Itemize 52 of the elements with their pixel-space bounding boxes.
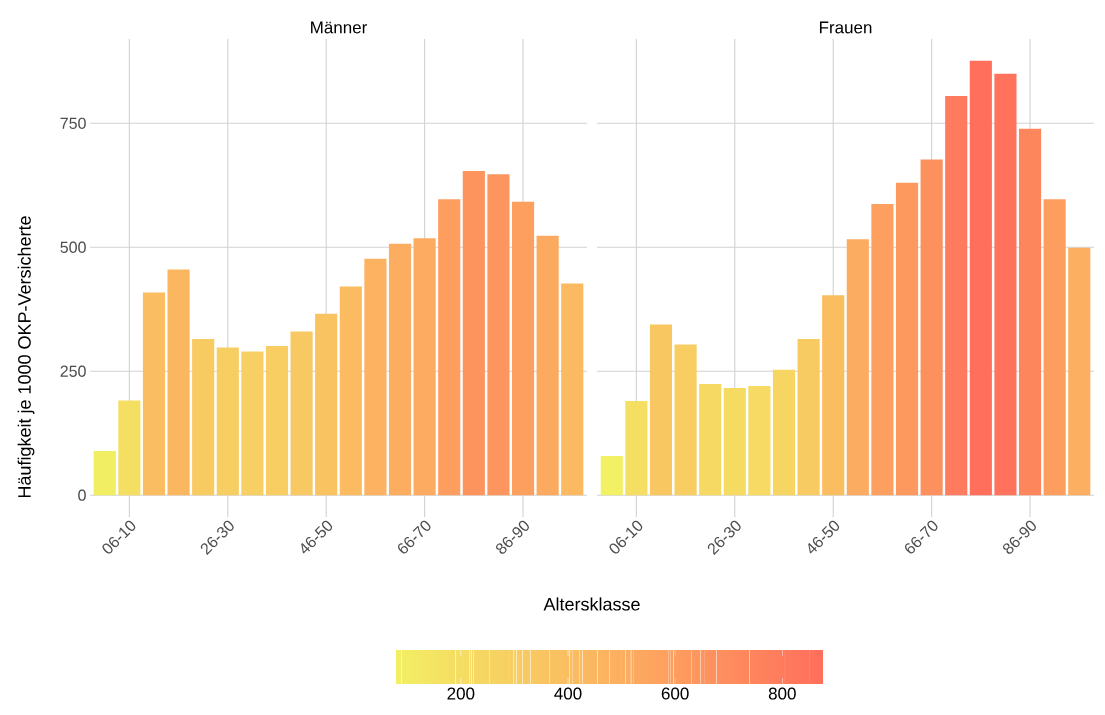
bar (290, 331, 313, 496)
y-tick-label: 250 (60, 365, 86, 377)
bar (265, 345, 289, 496)
color-bar-label: 600 (661, 687, 689, 700)
x-axis-title: Altersklasse (543, 597, 640, 611)
bar (511, 201, 535, 496)
bar (1068, 247, 1091, 496)
y-tick-label: 500 (60, 241, 86, 253)
bar (723, 388, 746, 496)
bar (536, 235, 559, 496)
bar (93, 451, 116, 496)
bar (388, 243, 412, 496)
bar (364, 258, 387, 496)
bar (822, 295, 845, 496)
chart-title: Frauen (819, 21, 872, 34)
bar (192, 338, 215, 496)
bar (561, 283, 584, 496)
bar (920, 159, 943, 496)
bar (1018, 128, 1042, 496)
bar (895, 182, 919, 496)
y-tick-label: 750 (60, 117, 86, 129)
bar (413, 238, 436, 496)
bar (1043, 199, 1066, 496)
bar (487, 174, 510, 496)
bar (167, 269, 190, 496)
bar (871, 204, 894, 496)
bar (600, 456, 623, 496)
bar (994, 73, 1017, 496)
bar (969, 60, 992, 496)
bar (339, 286, 362, 496)
bar (625, 400, 648, 496)
bar (674, 344, 697, 496)
bar (797, 338, 820, 496)
bar (748, 386, 771, 496)
color-bar-label: 400 (554, 687, 582, 700)
bar (699, 384, 722, 496)
bar (945, 96, 968, 496)
bar (142, 292, 166, 496)
bar (846, 239, 869, 496)
bar (649, 324, 673, 496)
bar (438, 199, 461, 496)
color-bar-label: 200 (447, 687, 475, 700)
bar (315, 313, 338, 496)
y-axis-title: Häufigkeit je 1000 OKP-Versicherte (17, 216, 35, 498)
bar (216, 347, 239, 496)
bar (772, 369, 796, 496)
bar (118, 400, 141, 496)
color-bar-label: 800 (768, 687, 796, 700)
bar (462, 170, 485, 496)
y-tick-label: 0 (78, 489, 86, 501)
bar (241, 351, 264, 496)
chart-title: Männer (311, 21, 368, 34)
